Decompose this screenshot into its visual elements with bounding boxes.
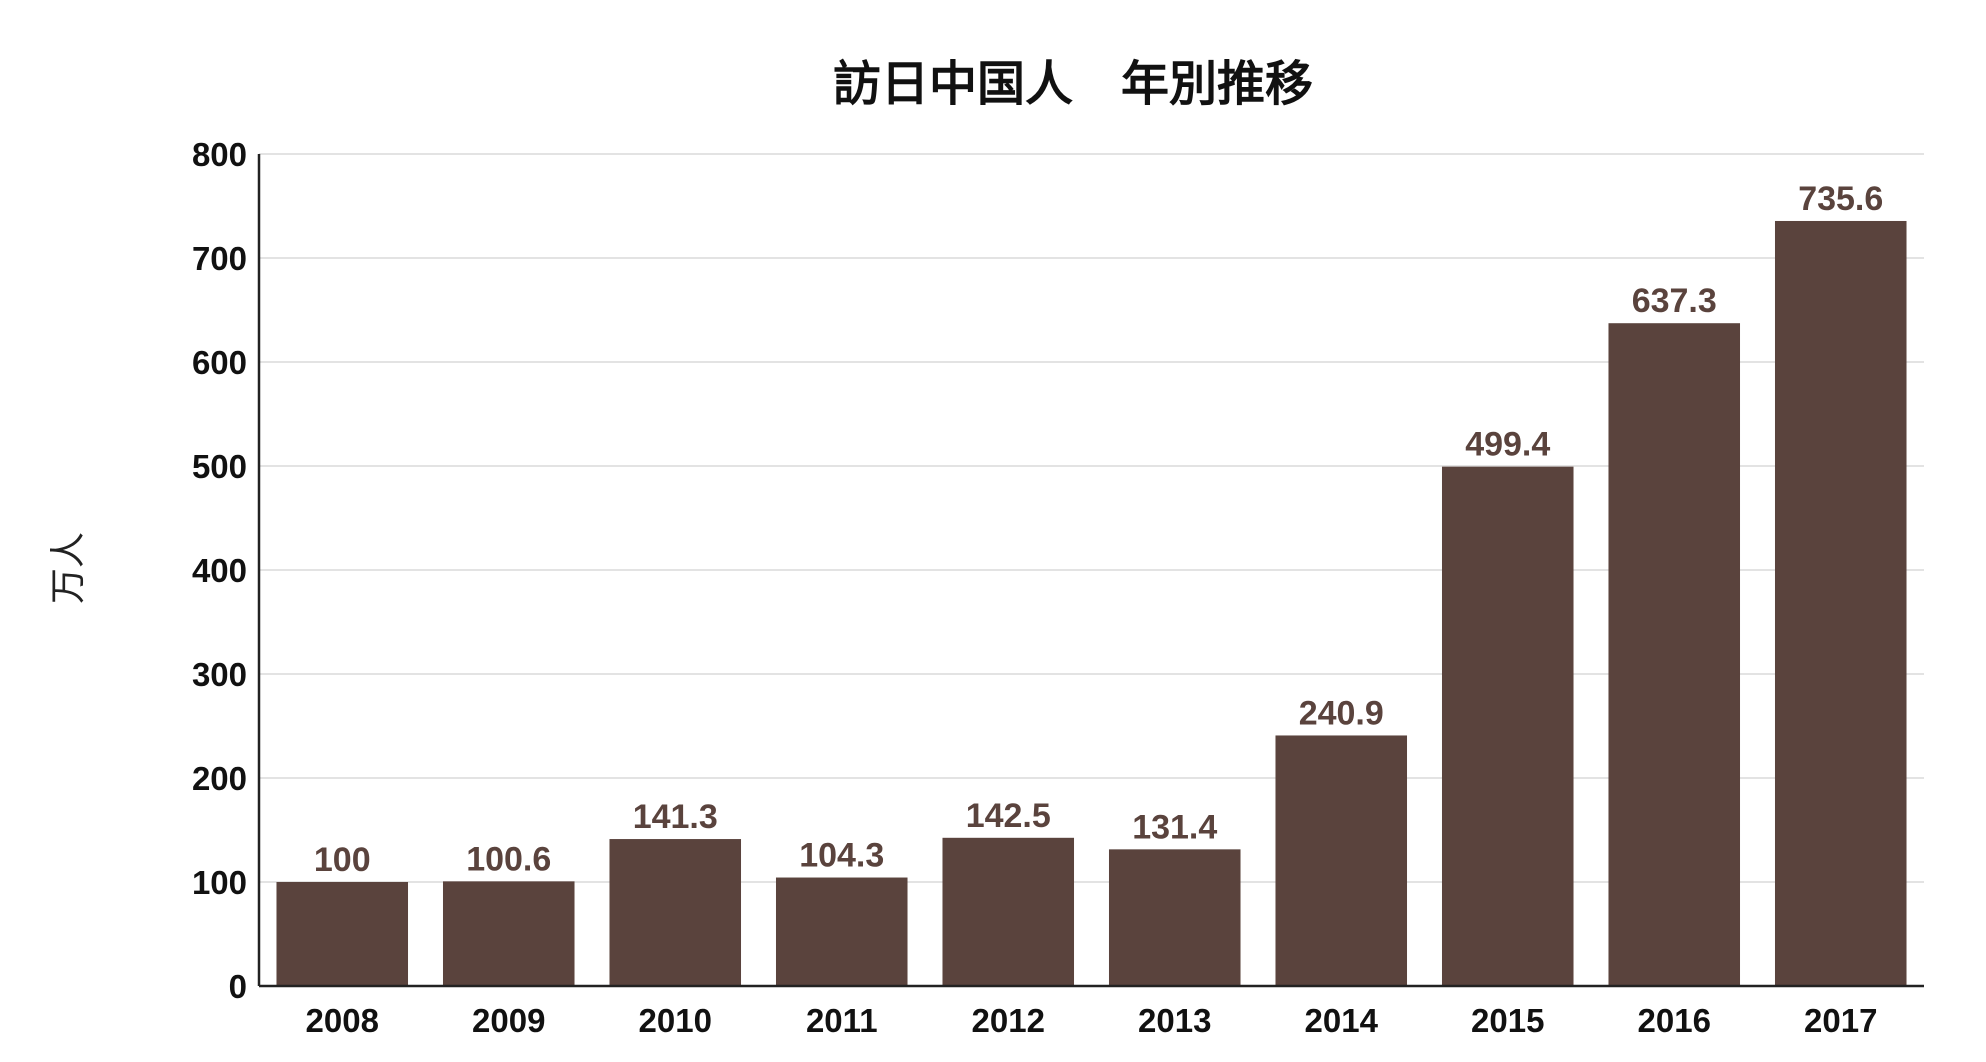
bar-2011 xyxy=(775,877,908,986)
data-label: 499.4 xyxy=(1465,426,1550,464)
x-tick-label: 2012 xyxy=(972,1002,1045,1039)
data-label: 100 xyxy=(314,841,371,879)
data-label: 141.3 xyxy=(633,798,718,836)
data-label: 104.3 xyxy=(799,837,884,875)
bar-2010 xyxy=(609,839,742,986)
y-tick-label: 700 xyxy=(192,240,247,277)
x-tick-label: 2016 xyxy=(1638,1002,1711,1039)
x-tick-label: 2009 xyxy=(472,1002,545,1039)
bar-2009 xyxy=(442,881,575,986)
y-axis-ticks: 0 100 200 300 400 500 600 700 800 xyxy=(192,136,247,1005)
data-labels: 100 100.6 141.3 104.3 142.5 131.4 240.9 499.4 63… xyxy=(314,180,1883,879)
x-tick-label: 2013 xyxy=(1138,1002,1211,1039)
data-label: 240.9 xyxy=(1299,694,1384,732)
chart-title: 訪日中国人 年別推移 xyxy=(833,56,1313,112)
data-label: 142.5 xyxy=(966,797,1051,835)
data-label: 131.4 xyxy=(1132,808,1217,846)
x-axis-ticks: 2008 2009 2010 2011 2012 2013 2014 2015 2016 2017 xyxy=(306,1002,1878,1039)
x-tick-label: 2015 xyxy=(1471,1002,1544,1039)
bar-2013 xyxy=(1108,849,1241,986)
bar-2008 xyxy=(276,882,409,986)
y-tick-label: 0 xyxy=(229,968,247,1005)
y-tick-label: 800 xyxy=(192,136,247,173)
bar-2017 xyxy=(1774,220,1907,986)
bar-2012 xyxy=(942,837,1075,986)
bar-2015 xyxy=(1441,466,1574,986)
bar-2016 xyxy=(1608,323,1741,986)
x-tick-label: 2011 xyxy=(806,1002,878,1039)
x-tick-label: 2014 xyxy=(1305,1002,1379,1039)
data-label: 100.6 xyxy=(466,840,551,878)
x-tick-label: 2010 xyxy=(639,1002,712,1039)
y-tick-label: 500 xyxy=(192,448,247,485)
bar-2014 xyxy=(1275,735,1408,986)
data-label: 735.6 xyxy=(1798,180,1883,218)
y-tick-label: 200 xyxy=(192,760,247,797)
y-axis-label: 万人 xyxy=(48,532,89,604)
gridlines xyxy=(259,153,1924,883)
bars xyxy=(276,220,1907,986)
y-tick-label: 300 xyxy=(192,656,247,693)
y-tick-label: 400 xyxy=(192,552,247,589)
y-tick-label: 600 xyxy=(192,344,247,381)
x-tick-label: 2017 xyxy=(1804,1002,1877,1039)
x-tick-label: 2008 xyxy=(306,1002,379,1039)
data-label: 637.3 xyxy=(1632,282,1717,320)
y-tick-label: 100 xyxy=(192,864,247,901)
